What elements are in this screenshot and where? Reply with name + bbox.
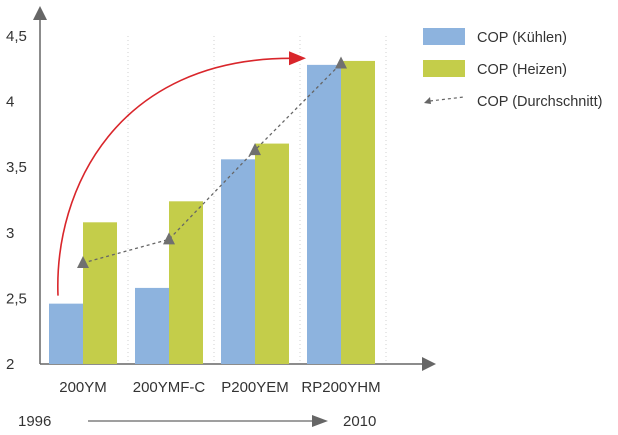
- bar-heating: [341, 60, 375, 364]
- trend-arrow-curve: [57, 57, 292, 296]
- x-category-label: RP200YHM: [301, 379, 380, 396]
- y-tick-labels: 2 2,5 3 3,5 4 4,5: [6, 28, 27, 373]
- legend: COP (Kühlen) COP (Heizen) COP (Durchschn…: [423, 28, 602, 110]
- legend-swatch-cooling: [423, 28, 465, 45]
- x-category-label: 200YMF-C: [133, 379, 206, 396]
- trend-arrow: [57, 51, 306, 296]
- y-tick-label: 2: [6, 356, 14, 373]
- y-tick-label: 3: [6, 225, 14, 242]
- gridlines: [127, 36, 387, 364]
- bars: [49, 60, 375, 364]
- bar-cooling: [221, 159, 255, 364]
- bar-heating: [169, 201, 203, 364]
- timeline-end-label: 2010: [343, 413, 376, 430]
- legend-label-cooling: COP (Kühlen): [477, 30, 567, 46]
- bar-cooling: [49, 303, 83, 364]
- y-tick-label: 4,5: [6, 28, 27, 45]
- average-point-marker: [163, 232, 175, 245]
- x-category-label: 200YM: [59, 379, 107, 396]
- bar-cooling: [307, 64, 341, 364]
- timeline-start-label: 1996: [18, 413, 51, 430]
- legend-label-average: COP (Durchschnitt): [477, 94, 602, 110]
- legend-swatch-average: [429, 96, 465, 102]
- x-category-label: P200YEM: [221, 379, 289, 396]
- bar-heating: [255, 143, 289, 364]
- average-point-marker: [77, 255, 89, 268]
- y-tick-label: 4: [6, 94, 14, 111]
- x-category-labels: 200YM 200YMF-C P200YEM RP200YHM: [59, 379, 380, 396]
- average-series-line: [82, 63, 342, 264]
- average-line: [77, 56, 347, 268]
- bar-heating: [83, 222, 117, 364]
- y-tick-label: 3,5: [6, 159, 27, 176]
- legend-swatch-heating: [423, 60, 465, 77]
- y-tick-label: 2,5: [6, 290, 27, 307]
- bar-cooling: [135, 287, 169, 364]
- average-point-marker: [335, 56, 347, 69]
- legend-label-heating: COP (Heizen): [477, 62, 567, 78]
- y-axis-arrow-icon: [33, 6, 47, 20]
- average-point-marker: [249, 143, 261, 156]
- trend-arrowhead-icon: [289, 51, 306, 66]
- timeline-arrow-icon: [312, 415, 328, 427]
- legend-average-marker-icon: [424, 97, 431, 104]
- x-axis-arrow-icon: [422, 357, 436, 371]
